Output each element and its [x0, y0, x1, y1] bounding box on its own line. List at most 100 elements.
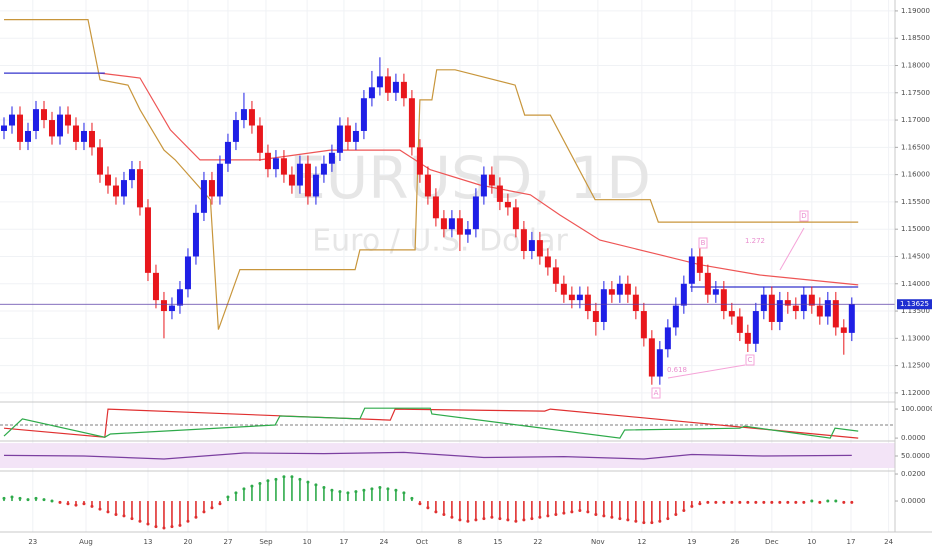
candle-body: [424, 174, 431, 197]
histogram-dot: [578, 508, 582, 512]
candle-body: [608, 289, 615, 295]
candle-body: [40, 109, 47, 121]
y-tick-label: 1.17000: [901, 116, 930, 124]
histogram-bar: [651, 501, 653, 523]
histogram-dot: [378, 486, 382, 490]
histogram-dot: [746, 500, 750, 504]
x-tick-label: 12: [637, 538, 646, 546]
candle-body: [464, 229, 471, 235]
histogram-bar: [251, 486, 253, 502]
pattern-point-box: [745, 354, 755, 366]
histogram-dot: [282, 475, 286, 479]
histogram-bar: [363, 490, 365, 502]
candle-body: [320, 163, 327, 175]
histogram-dot: [690, 504, 694, 508]
histogram-bar: [435, 501, 437, 512]
candle-body: [56, 114, 63, 137]
y-tick-label: 0.0000: [901, 434, 926, 442]
histogram-dot: [770, 500, 774, 504]
candle-body: [520, 229, 527, 252]
candle-body: [24, 130, 31, 142]
watermark-title: EURUSD, 1D: [289, 144, 651, 212]
histogram-dot: [26, 498, 30, 502]
candle-body: [88, 130, 95, 148]
x-tick-label: 24: [884, 538, 893, 546]
candle-body: [240, 109, 247, 121]
histogram-bar: [91, 501, 93, 507]
histogram-bar: [603, 501, 605, 516]
histogram-dot: [266, 479, 270, 483]
candle-body: [832, 300, 839, 328]
histogram-bar: [579, 501, 581, 511]
histogram-dot: [834, 499, 838, 503]
x-tick-label: Oct: [416, 538, 428, 546]
candle-body: [488, 174, 495, 186]
candle-body: [776, 300, 783, 322]
histogram-dot: [410, 496, 414, 500]
y-tick-label: 1.18000: [901, 61, 930, 69]
histogram-dot: [82, 502, 86, 506]
histogram-dot: [450, 515, 454, 519]
candle-body: [136, 169, 143, 208]
x-tick-label: 17: [339, 538, 348, 546]
histogram-dot: [154, 525, 158, 529]
x-tick-label: 10: [807, 538, 816, 546]
histogram-dot: [346, 491, 350, 495]
histogram-bar: [475, 501, 477, 520]
histogram-dot: [258, 481, 262, 485]
x-tick-label: Dec: [765, 538, 779, 546]
histogram-dot: [850, 500, 854, 504]
histogram-bar: [443, 501, 445, 515]
candle-body: [416, 147, 423, 175]
y-tick-label: 0.0000: [901, 497, 926, 505]
candle-body: [784, 300, 791, 306]
histogram-dot: [170, 525, 174, 529]
histogram-dot: [754, 500, 758, 504]
x-tick-label: 17: [847, 538, 856, 546]
histogram-bar: [371, 488, 373, 502]
histogram-dot: [2, 496, 6, 500]
candle-body: [288, 174, 295, 186]
histogram-dot: [18, 496, 22, 500]
histogram-bar: [171, 501, 173, 527]
candle-body: [720, 289, 727, 312]
candle-body: [648, 338, 655, 377]
histogram-dot: [386, 487, 390, 491]
candle-body: [704, 272, 711, 295]
histogram-dot: [562, 511, 566, 515]
histogram-dot: [826, 499, 830, 503]
histogram-bar: [227, 496, 229, 502]
histogram-dot: [618, 517, 622, 521]
histogram-bar: [587, 501, 589, 512]
histogram-bar: [163, 501, 165, 529]
histogram-dot: [474, 518, 478, 522]
indicator-line: [99, 72, 859, 286]
histogram-bar: [451, 501, 453, 518]
histogram-bar: [555, 501, 557, 515]
candle-body: [448, 218, 455, 230]
histogram-dot: [546, 514, 550, 518]
candle-body: [72, 125, 79, 142]
y-tick-label: 50.0000: [901, 452, 930, 460]
candle-body: [592, 311, 599, 322]
histogram-dot: [698, 502, 702, 506]
candle-body: [248, 109, 255, 126]
histogram-dot: [34, 496, 38, 500]
histogram-dot: [426, 506, 430, 510]
candle-body: [528, 240, 535, 252]
histogram-dot: [458, 518, 462, 522]
y-tick-label: 1.13500: [901, 307, 930, 315]
y-tick-label: 1.18500: [901, 34, 930, 42]
candle-body: [792, 305, 799, 312]
y-tick-label: 100.0000: [901, 405, 932, 413]
histogram-dot: [290, 475, 294, 479]
candle-body: [104, 174, 111, 186]
candle-body: [696, 256, 703, 273]
histogram-dot: [58, 500, 62, 504]
histogram-bar: [627, 501, 629, 520]
histogram-bar: [515, 501, 517, 522]
candle-body: [32, 109, 39, 131]
candle-body: [144, 207, 151, 273]
histogram-dot: [730, 500, 734, 504]
histogram-dot: [90, 504, 94, 508]
